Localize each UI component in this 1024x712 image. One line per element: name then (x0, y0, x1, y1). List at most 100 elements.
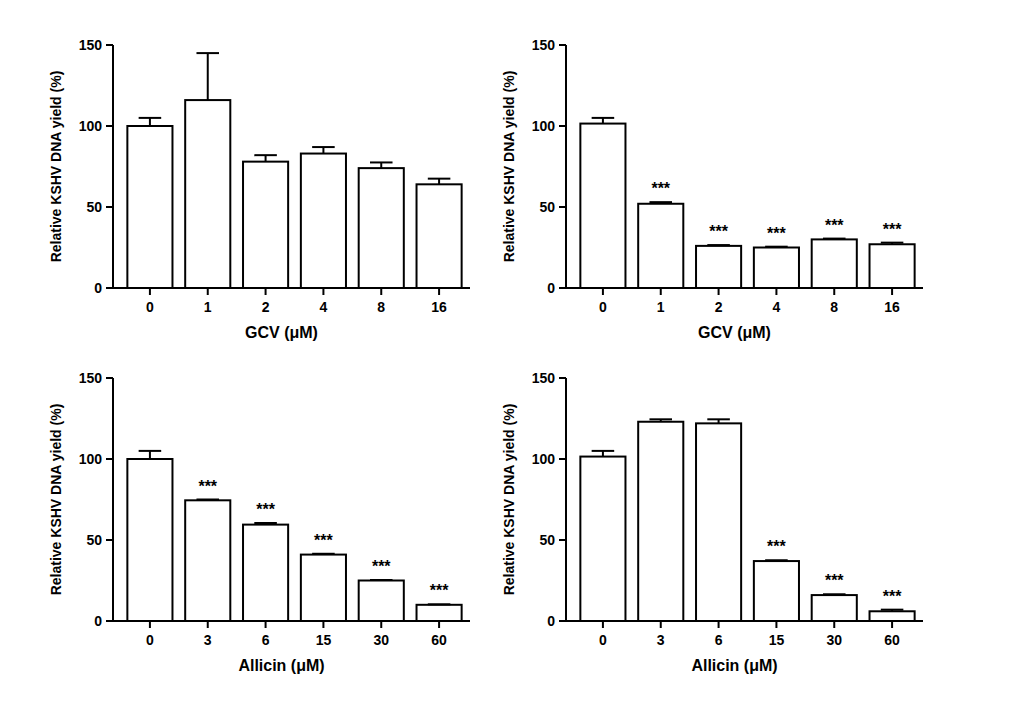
y-tick (106, 44, 113, 46)
y-axis (565, 45, 567, 288)
error-cap (312, 553, 335, 555)
bar (580, 457, 625, 621)
bar (185, 100, 230, 288)
y-tick-label: 0 (547, 280, 555, 296)
bar (696, 423, 741, 621)
error-cap (312, 146, 335, 148)
x-tick (775, 621, 777, 628)
x-tick-label: 0 (146, 632, 154, 648)
bar (359, 581, 404, 622)
x-tick-label: 30 (826, 632, 842, 648)
significance-label: *** (767, 225, 786, 242)
error-stem (207, 53, 209, 100)
bar (870, 244, 915, 288)
error-cap (370, 161, 393, 163)
y-axis-label: Relative KSHV DNA yield (%) (48, 71, 64, 263)
y-axis (112, 378, 114, 621)
error-bar (196, 53, 219, 100)
bar (301, 555, 346, 621)
bar (812, 595, 857, 621)
error-cap (881, 609, 904, 611)
x-tick (891, 288, 893, 295)
x-tick (322, 288, 324, 295)
x-tick-label: 8 (377, 299, 385, 315)
y-tick-label: 0 (547, 613, 555, 629)
error-bar (649, 202, 672, 204)
error-bar (312, 147, 335, 153)
bar (638, 204, 683, 288)
x-tick-label: 60 (431, 632, 447, 648)
panel: ***************050100150036153060Allicin… (48, 370, 470, 674)
y-tick-label: 150 (532, 37, 556, 53)
x-axis (113, 620, 470, 622)
x-tick-label: 8 (830, 299, 838, 315)
error-bar (823, 594, 846, 596)
x-axis-label: GCV (μM) (245, 324, 318, 341)
error-cap (765, 559, 788, 561)
y-tick-label: 0 (94, 280, 102, 296)
error-cap (254, 154, 277, 156)
x-axis-label: GCV (μM) (698, 324, 771, 341)
bar (812, 239, 857, 288)
error-cap (881, 242, 904, 244)
error-cap (196, 499, 219, 501)
error-bar (765, 246, 788, 248)
x-tick-label: 1 (204, 299, 212, 315)
x-tick (149, 621, 151, 628)
x-axis-label: Allicin (μM) (238, 657, 324, 674)
x-tick-label: 16 (884, 299, 900, 315)
x-tick-label: 0 (146, 299, 154, 315)
significance-label: *** (314, 532, 333, 549)
y-tick (559, 377, 566, 379)
bar (417, 605, 462, 621)
bar (359, 168, 404, 288)
x-axis (113, 287, 470, 289)
y-tick (106, 287, 113, 289)
x-tick (891, 621, 893, 628)
error-cap (428, 603, 451, 605)
marks (127, 53, 461, 288)
error-cap (370, 579, 393, 581)
error-bar (428, 179, 451, 185)
x-tick-label: 0 (599, 632, 607, 648)
error-bar (370, 162, 393, 168)
y-tick (559, 620, 566, 622)
bar (243, 525, 288, 621)
x-axis (566, 287, 923, 289)
x-tick-label: 15 (769, 632, 785, 648)
x-tick (833, 288, 835, 295)
error-cap (707, 244, 730, 246)
error-cap (428, 178, 451, 180)
error-cap (823, 238, 846, 240)
marks (127, 451, 461, 621)
significance-label: *** (198, 478, 217, 495)
bar (870, 611, 915, 621)
x-tick (207, 621, 209, 628)
x-tick-label: 2 (715, 299, 723, 315)
y-tick-label: 50 (86, 199, 102, 215)
bar (243, 162, 288, 288)
x-tick-label: 1 (657, 299, 665, 315)
marks (580, 118, 914, 288)
y-tick (559, 206, 566, 208)
bar (127, 459, 172, 621)
x-tick-label: 2 (262, 299, 270, 315)
y-tick (559, 458, 566, 460)
error-cap (765, 246, 788, 248)
y-axis-label: Relative KSHV DNA yield (%) (501, 71, 517, 263)
y-axis (565, 378, 567, 621)
y-tick-label: 100 (532, 451, 556, 467)
significance-label: *** (883, 588, 902, 605)
x-tick-label: 30 (373, 632, 389, 648)
y-tick-label: 100 (532, 118, 556, 134)
x-tick (718, 288, 720, 295)
x-tick-label: 4 (773, 299, 781, 315)
error-cap (823, 593, 846, 595)
marks (580, 419, 914, 621)
y-tick (559, 44, 566, 46)
significance-label: *** (825, 572, 844, 589)
error-cap (649, 201, 672, 203)
x-tick-label: 0 (599, 299, 607, 315)
significance-label: *** (767, 538, 786, 555)
x-tick (660, 288, 662, 295)
